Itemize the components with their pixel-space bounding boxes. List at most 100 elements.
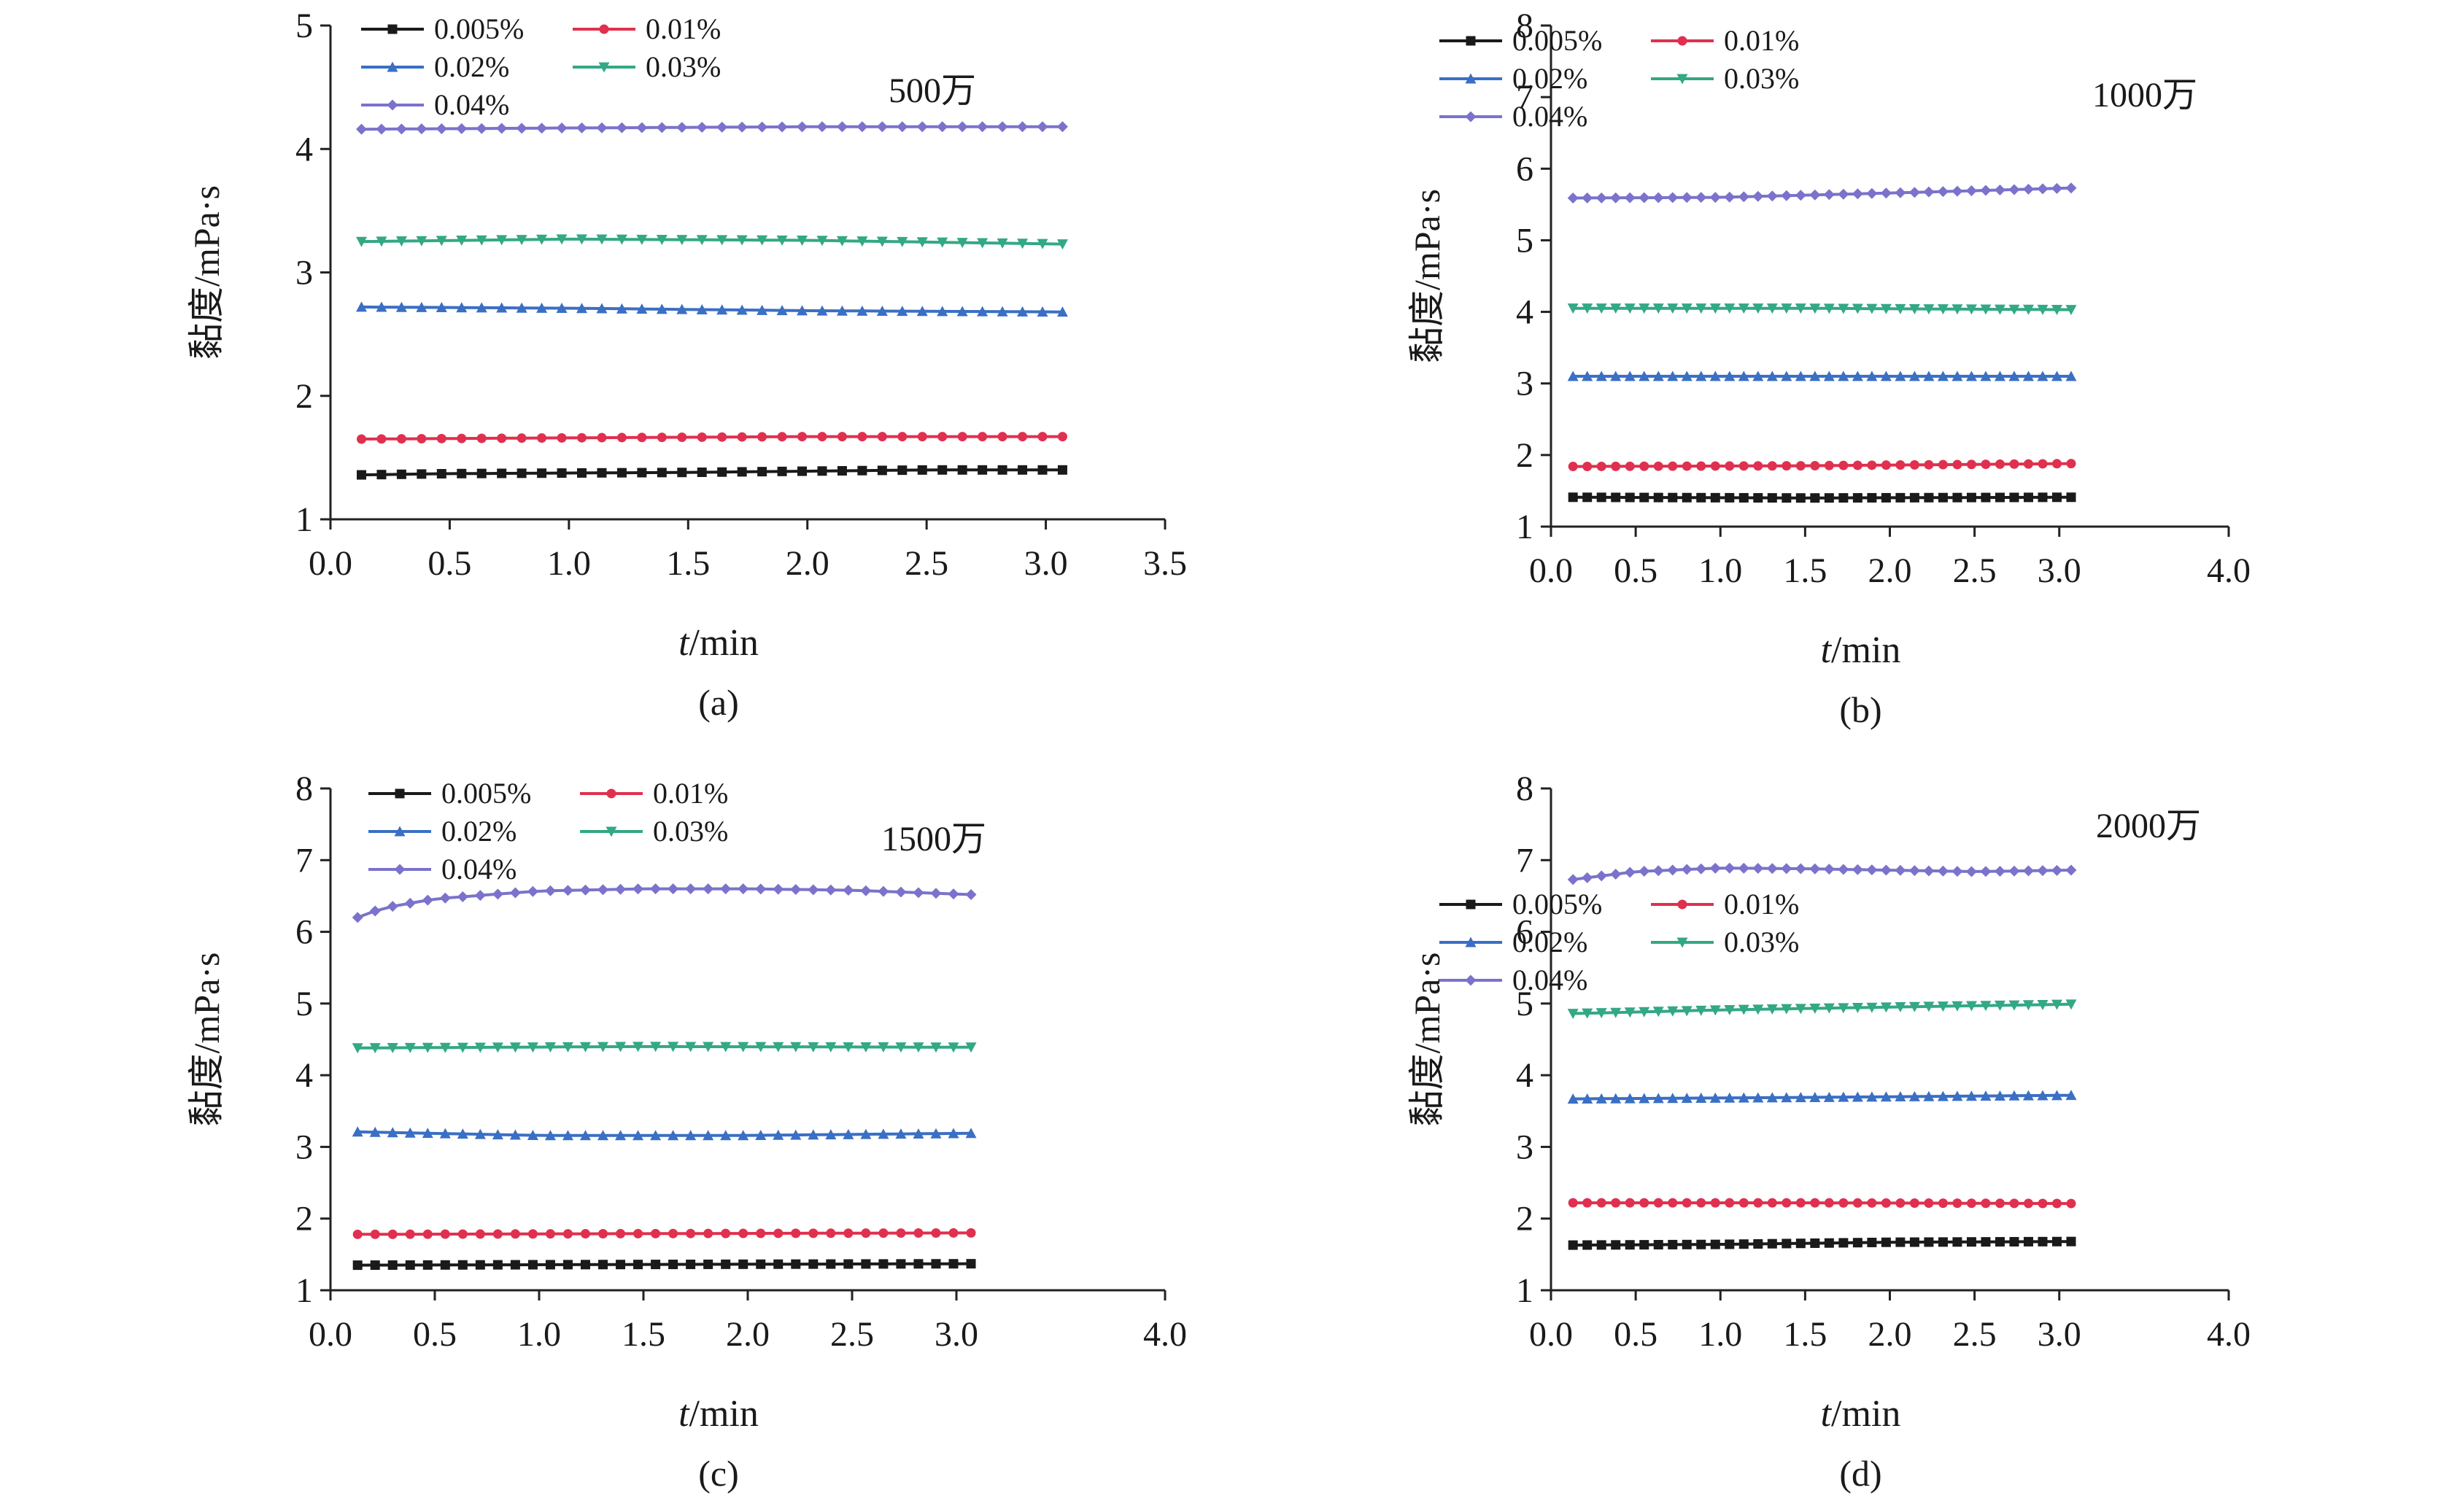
data-point xyxy=(387,1043,398,1054)
chart-svg: 1 2 3 4 5 0.0 0.5 1.0 1.5 2.0 2.5 3.0 3.5 黏度/mPa·s t/m… xyxy=(186,7,1187,723)
data-point xyxy=(2065,182,2077,194)
data-point xyxy=(2051,1090,2062,1101)
data-point xyxy=(776,305,788,316)
data-point xyxy=(457,1229,468,1239)
y-tick-label: 5 xyxy=(295,7,313,45)
data-point xyxy=(1725,1239,1735,1249)
data-point xyxy=(1753,1198,1763,1208)
legend-item: 0.04% xyxy=(361,88,509,121)
data-point xyxy=(997,121,1008,133)
data-point xyxy=(536,123,548,134)
data-point xyxy=(1653,1198,1663,1208)
chart-svg: 1 2 3 4 5 6 7 8 0.0 0.5 1.0 1.5 2.0 2.5 3.0 4.0 黏度/mPa·s… xyxy=(1407,769,2251,1494)
x-tick-label: 2.5 xyxy=(905,544,948,583)
data-point xyxy=(856,236,868,247)
data-point xyxy=(650,883,662,895)
data-point xyxy=(878,1128,889,1139)
y-tick-label: 8 xyxy=(295,769,313,808)
data-point xyxy=(492,1042,503,1053)
data-point xyxy=(2008,371,2020,381)
data-point xyxy=(1695,303,1707,314)
data-point xyxy=(913,1128,924,1139)
data-point xyxy=(1582,1240,1593,1250)
chart-annotation: 500万 xyxy=(889,71,976,110)
data-point xyxy=(948,1259,959,1269)
data-point xyxy=(930,1128,942,1139)
data-point xyxy=(1695,863,1707,875)
data-point xyxy=(422,1128,433,1139)
data-point xyxy=(436,469,446,479)
data-point xyxy=(1696,1198,1706,1208)
panel-label: (b) xyxy=(1839,689,1881,730)
data-point xyxy=(703,1130,714,1141)
data-point xyxy=(1596,1240,1606,1250)
y-tick-label: 2 xyxy=(1516,436,1533,475)
data-point xyxy=(579,1130,591,1141)
data-point xyxy=(456,236,468,247)
data-point xyxy=(1057,432,1067,442)
data-point xyxy=(1710,492,1720,503)
data-point xyxy=(2051,1236,2062,1247)
y-tick-label: 6 xyxy=(1516,913,1533,952)
data-point xyxy=(616,1228,626,1238)
data-point xyxy=(1908,187,1920,198)
data-point xyxy=(1781,863,1792,875)
data-point xyxy=(895,1042,907,1053)
data-point xyxy=(1625,1198,1635,1208)
data-point xyxy=(1895,864,1906,876)
data-point xyxy=(1624,867,1636,878)
data-point xyxy=(1994,304,2005,315)
data-point xyxy=(1866,1091,1878,1102)
legend-label: 0.03% xyxy=(646,50,721,83)
data-point xyxy=(497,433,507,443)
data-point xyxy=(562,1042,573,1052)
data-point xyxy=(616,1260,626,1270)
data-point xyxy=(816,121,828,133)
data-point xyxy=(1624,371,1636,381)
x-axis-label: t/min xyxy=(678,622,759,664)
x-tick-label: 1.5 xyxy=(1783,551,1827,590)
data-point xyxy=(1924,460,1934,470)
x-tick-label: 0.0 xyxy=(1529,551,1573,590)
data-point xyxy=(2065,999,2077,1010)
data-point xyxy=(474,1042,486,1053)
data-point xyxy=(1809,1004,1821,1015)
data-point xyxy=(376,434,387,444)
data-point xyxy=(1596,461,1606,471)
data-point xyxy=(703,883,714,895)
data-point xyxy=(817,466,827,476)
data-point xyxy=(2008,184,2020,195)
data-point xyxy=(2037,371,2049,381)
data-point xyxy=(2038,492,2048,503)
data-point xyxy=(1838,371,1849,381)
data-point xyxy=(1838,460,1849,470)
data-point xyxy=(685,883,697,895)
data-point xyxy=(1980,371,1992,381)
data-point xyxy=(1923,186,1935,198)
data-point xyxy=(615,883,627,895)
data-point xyxy=(436,302,447,313)
data-point xyxy=(720,883,732,895)
data-point xyxy=(457,433,467,443)
data-point xyxy=(1965,1090,1977,1101)
chart-panel-b: 1 2 3 4 5 6 7 8 0.0 0.5 1.0 1.5 2.0 2.5 3.0 4.0 黏度/mPa·s… xyxy=(1220,0,2441,756)
x-tick-label: 1.0 xyxy=(517,1315,561,1354)
data-point xyxy=(557,433,567,443)
legend-marker xyxy=(598,62,610,73)
data-point xyxy=(1610,1007,1622,1018)
data-point xyxy=(836,236,848,247)
data-point xyxy=(1795,461,1806,471)
data-point xyxy=(1866,371,1878,381)
data-point xyxy=(1909,1237,1919,1247)
data-point xyxy=(773,1129,784,1140)
data-point xyxy=(536,234,548,245)
data-point xyxy=(387,1229,398,1239)
legend-item: 0.03% xyxy=(580,815,728,848)
data-point xyxy=(1966,492,1976,503)
data-point xyxy=(492,1129,503,1140)
data-point xyxy=(1752,303,1764,314)
data-point xyxy=(1724,862,1736,874)
data-point xyxy=(2037,1090,2049,1101)
y-axis-label: 黏度/mPa·s xyxy=(1407,189,1447,363)
data-point xyxy=(896,1259,906,1269)
